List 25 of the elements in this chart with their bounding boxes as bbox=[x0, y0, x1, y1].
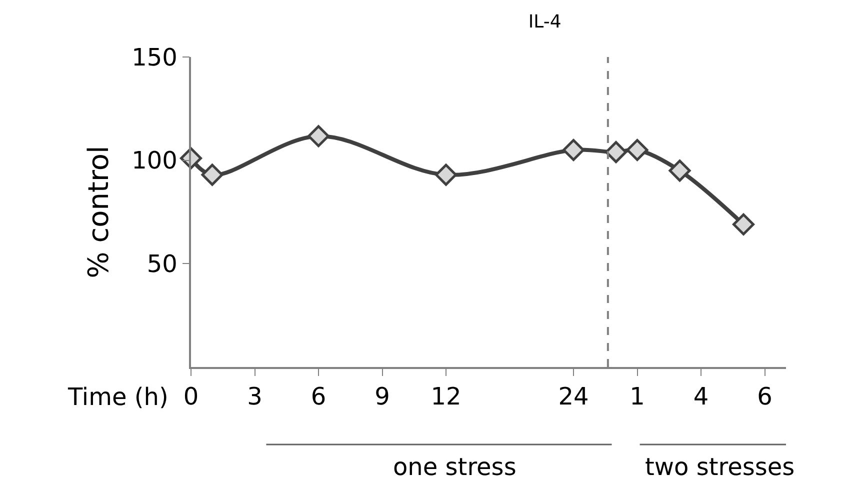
point bbox=[605, 141, 627, 164]
point bbox=[562, 139, 584, 161]
y-axis-title: % control bbox=[82, 146, 115, 278]
y-tick-label: 50 bbox=[146, 250, 178, 278]
x-tick-label: 3 bbox=[247, 382, 262, 411]
x-tick-label: 6 bbox=[310, 382, 326, 411]
point bbox=[668, 160, 691, 182]
point bbox=[435, 164, 457, 186]
text: two stresses bbox=[645, 453, 795, 481]
point bbox=[308, 125, 330, 148]
y-tick-label: 150 bbox=[132, 43, 178, 72]
x-tick-label: 6 bbox=[757, 382, 772, 411]
point bbox=[626, 139, 648, 161]
x-tick-label: 1 bbox=[630, 382, 645, 411]
x-axis-title: Time (h) bbox=[67, 383, 168, 411]
point bbox=[732, 213, 754, 236]
chart-title: IL-4 bbox=[528, 11, 562, 32]
y-tick-label: 100 bbox=[132, 146, 178, 175]
text: one stress bbox=[393, 453, 516, 481]
x-tick-label: 12 bbox=[430, 382, 462, 411]
x-tick-label: 24 bbox=[558, 382, 589, 411]
x-tick-label: 4 bbox=[693, 382, 709, 411]
x-tick-label: 9 bbox=[374, 382, 390, 411]
x-tick-label: 0 bbox=[183, 382, 199, 411]
point bbox=[201, 164, 224, 186]
